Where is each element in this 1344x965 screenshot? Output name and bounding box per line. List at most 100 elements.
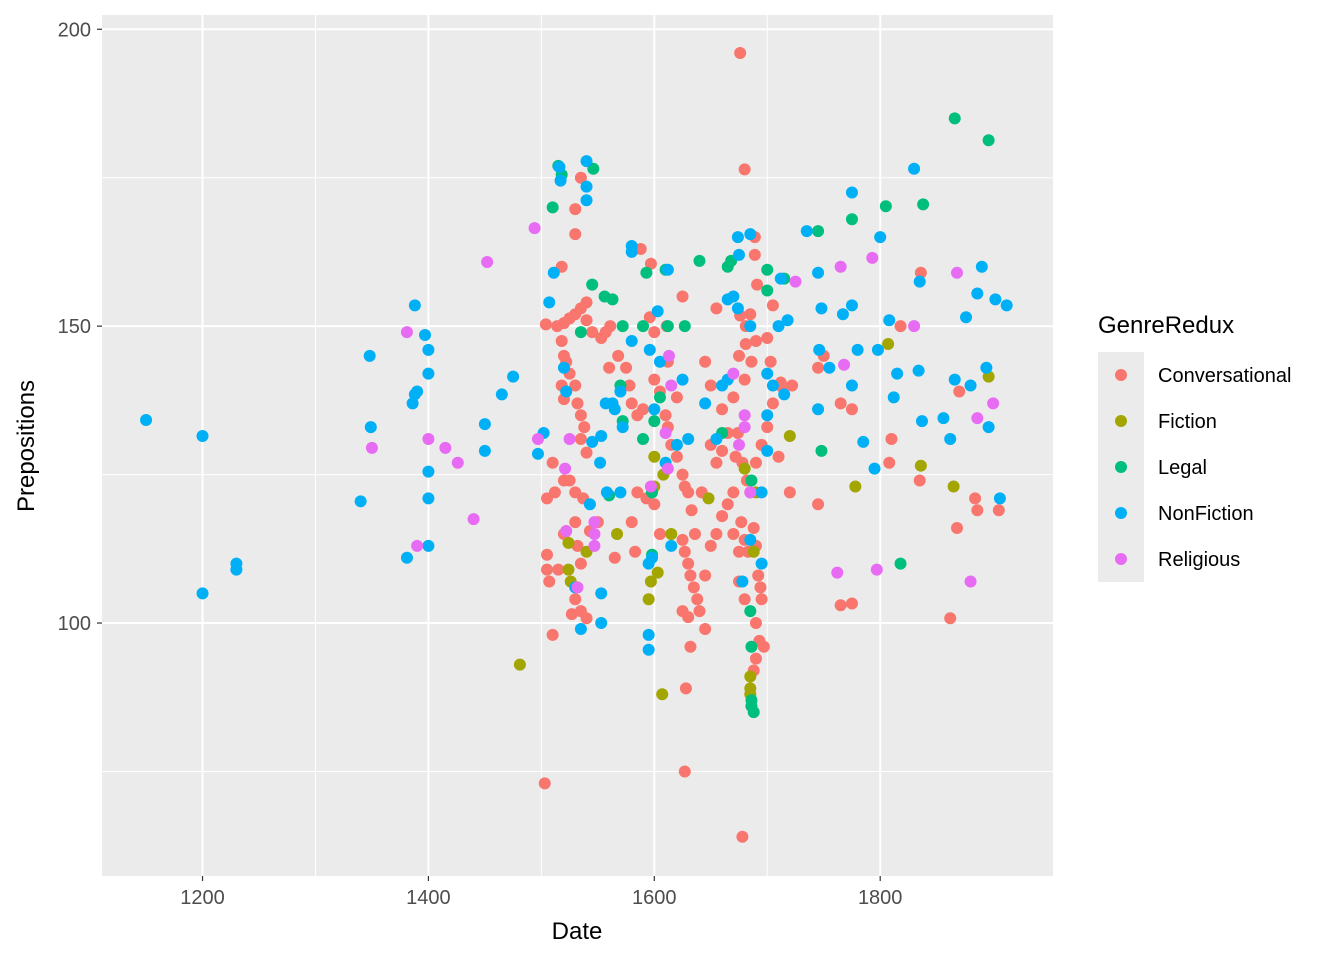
point-legal xyxy=(894,557,907,570)
point-religious xyxy=(964,575,977,588)
point-nonfiction xyxy=(874,231,887,244)
point-nonfiction xyxy=(643,343,656,356)
point-conversational xyxy=(569,516,582,529)
legend-marker-conversational xyxy=(1115,369,1127,381)
point-nonfiction xyxy=(583,498,596,511)
point-conversational xyxy=(612,349,625,362)
point-conversational xyxy=(604,320,617,333)
point-nonfiction xyxy=(625,334,638,347)
point-conversational xyxy=(623,379,636,392)
point-conversational xyxy=(733,545,746,558)
point-conversational xyxy=(704,539,717,552)
point-conversational xyxy=(563,474,576,487)
point-fiction xyxy=(702,492,715,505)
point-conversational xyxy=(574,557,587,570)
point-conversational xyxy=(637,403,650,416)
point-nonfiction xyxy=(230,563,243,576)
point-conversational xyxy=(749,617,762,630)
point-nonfiction xyxy=(993,492,1006,505)
point-nonfiction xyxy=(614,385,627,398)
point-religious xyxy=(481,256,494,269)
point-conversational xyxy=(538,777,551,790)
point-legal xyxy=(574,326,587,339)
point-nonfiction xyxy=(781,314,794,327)
point-conversational xyxy=(571,539,584,552)
point-conversational xyxy=(834,599,847,612)
point-fiction xyxy=(783,429,796,442)
point-nonfiction xyxy=(823,361,836,374)
point-religious xyxy=(727,367,740,380)
point-conversational xyxy=(699,622,712,635)
point-nonfiction xyxy=(682,432,695,445)
point-conversational xyxy=(659,409,672,422)
point-legal xyxy=(948,112,961,125)
point-nonfiction xyxy=(915,415,928,428)
point-conversational xyxy=(539,318,552,331)
point-nonfiction xyxy=(616,421,629,434)
legend: GenreRedux Conversational Fiction Legal Non… xyxy=(1098,312,1291,582)
point-nonfiction xyxy=(547,266,560,279)
point-legal xyxy=(587,162,600,175)
point-legal xyxy=(586,278,599,291)
point-conversational xyxy=(682,486,695,499)
point-legal xyxy=(879,200,892,213)
point-conversational xyxy=(766,397,779,410)
point-conversational xyxy=(749,456,762,469)
plot-panel xyxy=(102,15,1053,876)
point-conversational xyxy=(543,575,556,588)
point-conversational xyxy=(608,551,621,564)
point-conversational xyxy=(727,486,740,499)
point-nonfiction xyxy=(778,388,791,401)
point-religious xyxy=(738,421,751,434)
point-conversational xyxy=(883,456,896,469)
point-nonfiction xyxy=(478,418,491,431)
point-nonfiction xyxy=(989,293,1002,306)
point-conversational xyxy=(992,504,1005,517)
point-nonfiction xyxy=(606,397,619,410)
point-fiction xyxy=(947,480,960,493)
point-fiction xyxy=(747,545,760,558)
point-nonfiction xyxy=(891,367,904,380)
point-nonfiction xyxy=(887,391,900,404)
y-tick-label: 200 xyxy=(58,19,91,41)
point-nonfiction xyxy=(580,180,593,193)
point-conversational xyxy=(629,545,642,558)
point-conversational xyxy=(772,450,785,463)
point-conversational xyxy=(757,640,770,653)
point-legal xyxy=(982,134,995,147)
point-conversational xyxy=(565,608,578,621)
point-fiction xyxy=(744,670,757,683)
point-conversational xyxy=(676,533,689,546)
point-nonfiction xyxy=(948,373,961,386)
point-nonfiction xyxy=(982,421,995,434)
point-conversational xyxy=(688,527,701,540)
point-legal xyxy=(693,254,706,267)
x-tick-label: 1600 xyxy=(632,887,677,909)
point-nonfiction xyxy=(908,162,921,175)
point-religious xyxy=(528,222,541,235)
point-conversational xyxy=(699,355,712,368)
point-legal xyxy=(648,415,661,428)
point-fiction xyxy=(882,337,895,350)
point-religious xyxy=(662,349,675,362)
point-conversational xyxy=(631,486,644,499)
point-nonfiction xyxy=(648,403,661,416)
point-nonfiction xyxy=(665,539,678,552)
point-conversational xyxy=(755,593,768,606)
point-nonfiction xyxy=(836,308,849,321)
point-nonfiction xyxy=(400,551,413,564)
point-nonfiction xyxy=(845,379,858,392)
point-conversational xyxy=(749,334,762,347)
point-nonfiction xyxy=(196,429,209,442)
point-nonfiction xyxy=(614,486,627,499)
point-religious xyxy=(451,456,464,469)
point-fiction xyxy=(644,575,657,588)
point-conversational xyxy=(546,628,559,641)
point-religious xyxy=(422,432,435,445)
point-religious xyxy=(588,539,601,552)
point-nonfiction xyxy=(580,155,593,168)
point-legal xyxy=(640,266,653,279)
point-conversational xyxy=(716,444,729,457)
point-nonfiction xyxy=(731,231,744,244)
